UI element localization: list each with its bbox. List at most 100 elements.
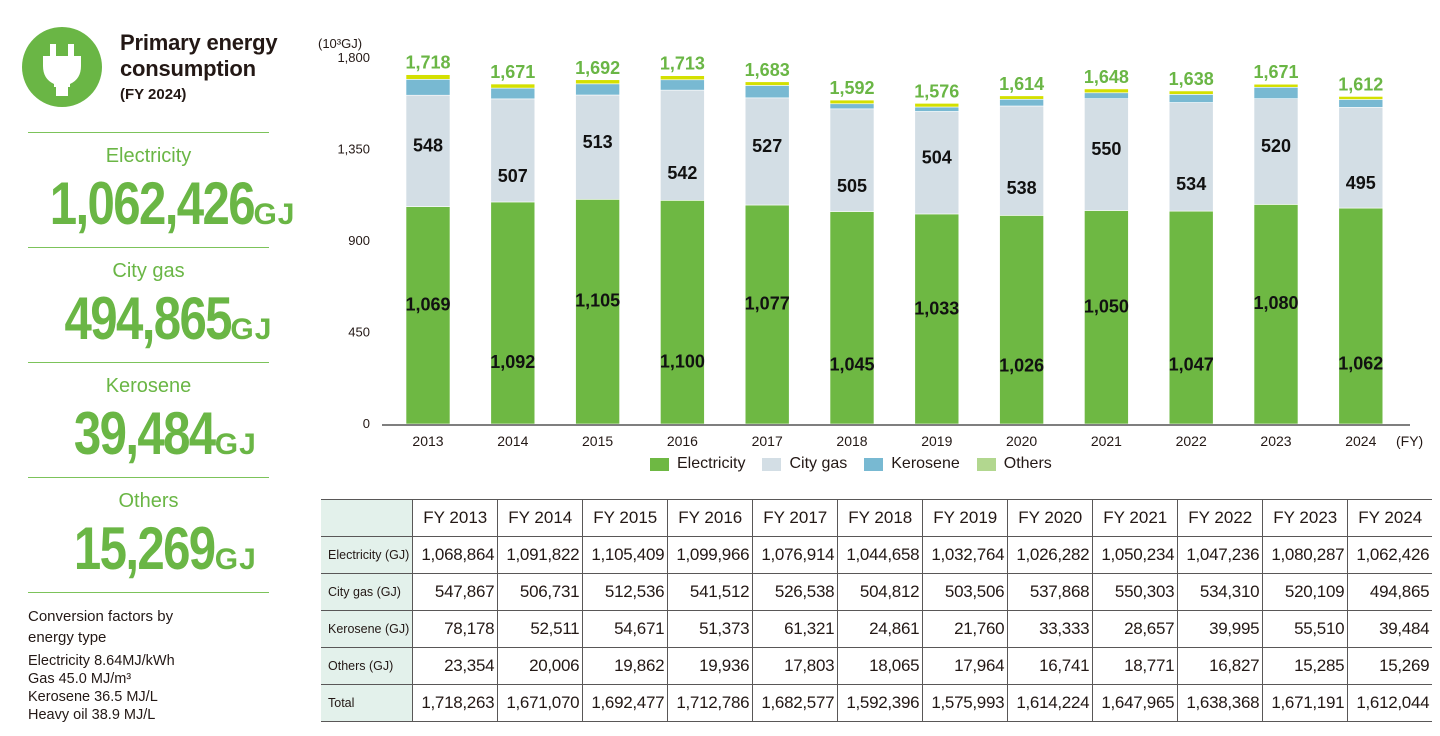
bar-label-city-gas: 548 [413, 135, 443, 155]
table-cell: 1,062,426 [1347, 536, 1433, 574]
x-tick-label: 2018 [836, 433, 867, 449]
bar-segment-kerosene [999, 98, 1044, 107]
table-cell: 19,862 [582, 647, 669, 685]
table-cell: 61,321 [752, 610, 839, 648]
title-line-2: consumption [120, 56, 256, 81]
table-cell: 18,771 [1092, 647, 1179, 685]
x-axis-labels: 2013 2014 2015 2016 2017 2018 2019 2020 2021 2022… [412, 433, 1376, 449]
title-fiscal-year: (FY 2024) [120, 86, 187, 103]
bar-segment-kerosene [1338, 99, 1384, 108]
bar-segment-kerosene [490, 87, 536, 100]
conversion-factors: Conversion factors by energy type Electr… [28, 606, 298, 724]
bar-stack [1084, 88, 1129, 425]
summary-value-others: 15,269GJ [0, 517, 300, 597]
bar-total-label: 1,671 [1253, 62, 1298, 82]
bar-segment-city-gas [1168, 102, 1214, 212]
bar-segment-kerosene [914, 106, 960, 112]
y-axis-unit-label: (10³GJ) [318, 36, 362, 51]
value-unit: GJ [253, 198, 296, 231]
divider [28, 592, 269, 593]
table-row-header: Total [321, 684, 414, 722]
summary-label-others: Others [118, 490, 179, 512]
table-cell: 503,506 [922, 573, 1009, 611]
table-header-cell: FY 2023 [1262, 499, 1349, 537]
divider [28, 362, 269, 363]
table-cell: 18,065 [837, 647, 924, 685]
table-header-cell: FY 2013 [412, 499, 499, 537]
bar-segment-others [914, 103, 960, 108]
summary-label-kerosene: Kerosene [105, 375, 192, 397]
bar-label-electricity: 1,100 [660, 351, 705, 371]
bar-stack [744, 81, 790, 425]
table-header-cell: FY 2022 [1177, 499, 1264, 537]
bar-label-city-gas: 542 [667, 163, 697, 183]
table-cell: 550,303 [1092, 573, 1179, 611]
bar-segment-electricity [1084, 210, 1129, 425]
legend-label: Electricity [677, 455, 746, 472]
table-cell: 78,178 [412, 610, 499, 648]
bar-stack [490, 83, 536, 425]
divider [28, 247, 269, 248]
x-tick-label: 2020 [1006, 433, 1037, 449]
table-cell: 1,692,477 [582, 684, 669, 722]
bar-segment-kerosene [829, 103, 875, 110]
table-cell: 512,536 [582, 573, 669, 611]
value-unit: GJ [214, 543, 257, 576]
table-cell: 1,671,070 [497, 684, 584, 722]
bar-label-city-gas: 507 [498, 166, 528, 186]
bar-segment-electricity [744, 204, 790, 425]
table-cell: 506,731 [497, 573, 584, 611]
table-cell: 1,080,287 [1262, 536, 1349, 574]
table-cell: 1,614,224 [1007, 684, 1094, 722]
bar-label-city-gas: 527 [752, 136, 782, 156]
divider [28, 477, 269, 478]
table-cell: 547,867 [412, 573, 499, 611]
factor-kerosene: Kerosene 36.5 MJ/L [28, 689, 158, 705]
bar-segment-others [405, 74, 451, 80]
table-cell: 1,044,658 [837, 536, 924, 574]
table-cell: 52,511 [497, 610, 584, 648]
bar-label-electricity: 1,077 [745, 294, 790, 314]
legend-label: Others [1003, 455, 1052, 472]
value-number: 39,484 [74, 400, 216, 467]
table-cell: 1,032,764 [922, 536, 1009, 574]
bar-segment-electricity [660, 200, 705, 425]
bar-segment-others [575, 79, 620, 85]
table-header-cell: FY 2021 [1092, 499, 1179, 537]
bar-segment-city-gas [829, 108, 875, 212]
table-header-cell: FY 2024 [1347, 499, 1433, 537]
x-tick-label: 2024 [1345, 433, 1376, 449]
bar-label-electricity: 1,047 [1169, 354, 1214, 374]
value-number: 494,865 [64, 285, 232, 352]
table-cell: 1,099,966 [667, 536, 754, 574]
bar-segment-electricity [1168, 210, 1214, 425]
table-header-cell: FY 2015 [582, 499, 669, 537]
legend-swatch-kerosene [864, 457, 884, 471]
table-cell: 520,109 [1262, 573, 1349, 611]
bar-segment-city-gas [1084, 98, 1129, 211]
bar-label-electricity: 1,026 [999, 356, 1044, 376]
bar-segment-others [1168, 90, 1214, 95]
title-line-1: Primary energy [120, 30, 278, 55]
table-cell: 1,682,577 [752, 684, 839, 722]
bar-label-electricity: 1,045 [829, 355, 874, 375]
x-tick-label: 2013 [412, 433, 443, 449]
table-cell: 23,354 [412, 647, 499, 685]
legend-item-electricity: Electricity [650, 455, 745, 473]
table-cell: 16,827 [1177, 647, 1264, 685]
table-cell: 1,612,044 [1347, 684, 1433, 722]
energy-data-table: FY 2013 FY 2014 FY 2015 FY 2016 FY 2017 FY 20… [321, 499, 1433, 722]
bar-stack [829, 99, 875, 425]
bar-segment-city-gas [999, 105, 1044, 216]
table-header-cell: FY 2016 [667, 499, 754, 537]
legend-item-others: Others [976, 455, 1052, 473]
bar-segment-kerosene [1084, 92, 1129, 99]
table-cell: 54,671 [582, 610, 669, 648]
summary-label-electricity: Electricity [105, 145, 192, 167]
table-cell: 17,803 [752, 647, 839, 685]
bar-stack [914, 103, 960, 425]
table-header-cell: FY 2019 [922, 499, 1009, 537]
bar-segment-city-gas [405, 94, 451, 207]
summary-value-kerosene: 39,484GJ [0, 402, 300, 482]
bar-segment-electricity [1338, 207, 1384, 425]
